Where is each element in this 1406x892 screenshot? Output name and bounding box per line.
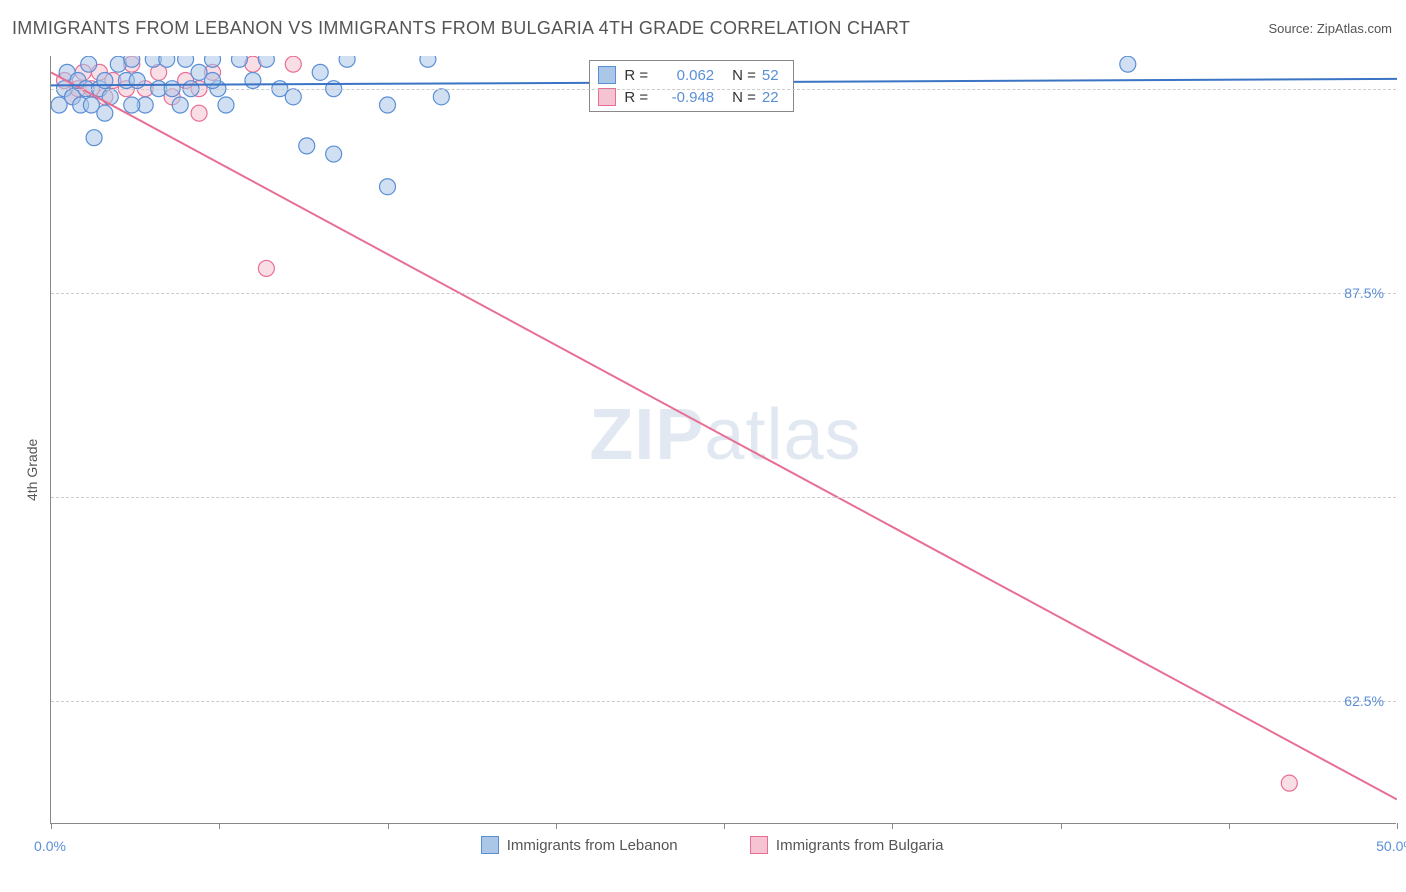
scatter-point — [285, 56, 301, 72]
scatter-point — [178, 56, 194, 67]
y-axis-title: 4th Grade — [24, 439, 40, 501]
x-tick-mark — [219, 823, 220, 829]
chart-title: IMMIGRANTS FROM LEBANON VS IMMIGRANTS FR… — [12, 18, 910, 39]
series-legend-label: Immigrants from Bulgaria — [776, 837, 944, 854]
scatter-point — [339, 56, 355, 67]
scatter-point — [1120, 56, 1136, 72]
legend-r-label: R = — [624, 67, 648, 84]
x-tick-mark — [724, 823, 725, 829]
legend-swatch — [598, 66, 616, 84]
scatter-point — [312, 64, 328, 80]
series-legend-label: Immigrants from Lebanon — [507, 837, 678, 854]
legend-n-value: 22 — [762, 89, 779, 106]
legend-n-label: N = — [732, 89, 756, 106]
scatter-point — [218, 97, 234, 113]
scatter-point — [1281, 775, 1297, 791]
legend-n-label: N = — [732, 67, 756, 84]
legend-r-label: R = — [624, 89, 648, 106]
scatter-point — [86, 130, 102, 146]
scatter-point — [205, 56, 221, 67]
scatter-point — [285, 89, 301, 105]
correlation-legend: R = 0.062 N = 52 R = -0.948 N = 22 — [589, 60, 793, 112]
scatter-point — [97, 105, 113, 121]
trend-line — [51, 72, 1397, 799]
scatter-point — [124, 56, 140, 67]
chart-plot-area: ZIPatlas R =0.062N =52R =-0.948N =22 62.… — [50, 56, 1396, 824]
scatter-point — [258, 56, 274, 67]
x-tick-mark — [892, 823, 893, 829]
legend-n-value: 52 — [762, 67, 779, 84]
series-legend: Immigrants from Lebanon — [481, 836, 678, 854]
scatter-point — [433, 89, 449, 105]
x-tick-mark — [556, 823, 557, 829]
gridline-h — [51, 701, 1396, 702]
gridline-h — [51, 497, 1396, 498]
scatter-point — [124, 97, 140, 113]
x-tick-label: 50.0% — [1376, 838, 1406, 854]
scatter-point — [326, 146, 342, 162]
scatter-point — [81, 56, 97, 72]
x-tick-mark — [1397, 823, 1398, 829]
x-tick-mark — [51, 823, 52, 829]
scatter-point — [420, 56, 436, 67]
scatter-point — [205, 73, 221, 89]
scatter-point — [299, 138, 315, 154]
x-tick-mark — [388, 823, 389, 829]
scatter-point — [191, 105, 207, 121]
x-tick-mark — [1229, 823, 1230, 829]
scatter-point — [129, 73, 145, 89]
y-tick-label: 62.5% — [1344, 693, 1384, 709]
gridline-h — [51, 293, 1396, 294]
scatter-point — [245, 73, 261, 89]
source-label: Source: ZipAtlas.com — [1268, 21, 1392, 36]
scatter-point — [380, 179, 396, 195]
y-tick-label: 87.5% — [1344, 285, 1384, 301]
legend-row: R = 0.062 N = 52 — [598, 64, 782, 86]
scatter-point — [172, 97, 188, 113]
series-legend: Immigrants from Bulgaria — [750, 836, 944, 854]
legend-swatch — [598, 88, 616, 106]
legend-r-value: -0.948 — [654, 89, 714, 106]
scatter-point — [380, 97, 396, 113]
scatter-point — [231, 56, 247, 67]
legend-swatch — [481, 836, 499, 854]
scatter-point — [102, 89, 118, 105]
chart-svg — [51, 56, 1397, 824]
gridline-h — [51, 89, 1396, 90]
scatter-point — [258, 260, 274, 276]
x-tick-mark — [1061, 823, 1062, 829]
x-tick-label: 0.0% — [34, 838, 66, 854]
legend-r-value: 0.062 — [654, 67, 714, 84]
legend-swatch — [750, 836, 768, 854]
scatter-point — [159, 56, 175, 67]
